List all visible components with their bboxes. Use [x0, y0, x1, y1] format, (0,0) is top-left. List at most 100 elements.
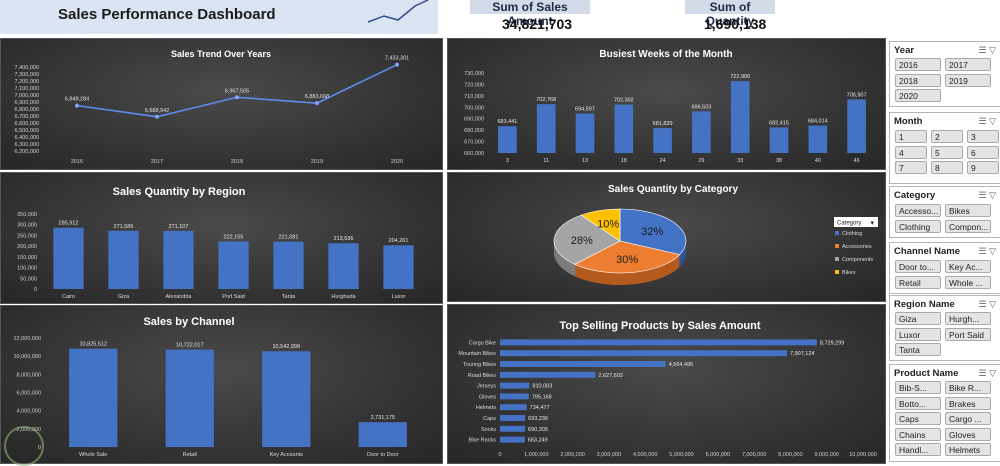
slicer-item[interactable]: Luxor — [895, 327, 941, 341]
data-label: 694,597 — [575, 106, 595, 112]
x-tick-label: 7,000,000 — [742, 452, 766, 458]
y-tick-label: 6,200,000 — [15, 149, 39, 155]
chart-title: Sales Quantity by Region — [113, 186, 246, 198]
y-tick-label: Touring Bikes — [463, 362, 496, 368]
bar — [500, 425, 526, 432]
y-tick-label: 660,000 — [464, 151, 484, 157]
slicer-item[interactable]: 6 — [967, 145, 999, 159]
slicer-item[interactable]: Hurgh... — [945, 312, 991, 325]
data-label: 6,967,505 — [225, 88, 249, 94]
slicer-item[interactable]: Giza — [895, 312, 941, 325]
x-tick-label: Tanta — [282, 294, 296, 300]
slicer-item[interactable]: Botto... — [895, 396, 941, 410]
slicer-item[interactable]: 2016 — [895, 58, 941, 71]
x-tick-label: 3 — [506, 158, 509, 164]
data-label: 684,014 — [808, 119, 828, 125]
slicer-item[interactable]: Helmets — [945, 443, 991, 456]
sparkline-icon — [367, 0, 429, 23]
chart-title: Top Selling Products by Sales Amount — [559, 320, 760, 332]
multiselect-icon[interactable]: ☰ ▽ — [978, 368, 997, 378]
x-tick-label: Key Accounts — [270, 452, 304, 458]
category-quantity-chart[interactable]: Sales Quantity by Category 32% 30% 28% 10% Ca… — [447, 172, 886, 302]
data-label: 682,415 — [769, 120, 789, 126]
slicer-item[interactable]: Whole ... — [945, 275, 991, 289]
legend-entry: Components — [842, 257, 873, 263]
slicer-item[interactable]: Bikes — [945, 204, 991, 217]
region-quantity-chart[interactable]: Sales Quantity by Region 0 50,000 100,000 15… — [0, 172, 443, 304]
x-tick-label: 2017 — [151, 159, 163, 165]
slicer-item[interactable]: 1 — [895, 130, 927, 143]
bar — [273, 241, 304, 289]
sales-trend-chart[interactable]: Sales Trend Over Years 6,200,000 6,300,000… — [0, 38, 443, 170]
slicer-item[interactable]: 2017 — [945, 58, 991, 71]
y-tick-label: 730,000 — [464, 71, 484, 77]
slicer-item[interactable]: Gloves — [945, 427, 991, 441]
x-tick-label: Port Said — [222, 294, 245, 300]
x-tick-label: Retail — [183, 452, 197, 458]
y-tick-label: 690,000 — [464, 117, 484, 123]
data-point — [395, 62, 399, 67]
x-tick-label: 2019 — [311, 159, 323, 165]
multiselect-icon[interactable]: ☰ ▽ — [978, 45, 997, 55]
data-label: 2,627,603 — [598, 373, 622, 379]
slicer-item[interactable]: Port Said — [945, 327, 991, 341]
kpi-sales-value: 34,821,703 — [502, 16, 573, 32]
slicer-item[interactable]: 2018 — [895, 73, 941, 87]
bar — [500, 339, 817, 346]
slicer-item[interactable]: Compon... — [945, 219, 991, 233]
slicer-item[interactable]: Brakes — [945, 396, 991, 410]
slicer-item[interactable]: Door to... — [895, 260, 941, 273]
slicer-item[interactable]: Cargo ... — [945, 412, 991, 425]
x-tick-label: 18 — [621, 158, 627, 164]
slicer-item[interactable]: 2020 — [895, 89, 941, 102]
kpi-quantity-label: Sum of Quantity — [685, 0, 775, 28]
top-products-chart[interactable]: Top Selling Products by Sales Amount 8,72… — [447, 304, 886, 464]
chart-svg: Sales Quantity by Category 32% 30% 28% 10% Ca… — [553, 184, 878, 285]
slicer-item[interactable]: 9 — [967, 161, 999, 174]
slicer-item[interactable]: Clothing — [895, 219, 941, 233]
y-tick-label: 50,000 — [20, 276, 37, 282]
pie-slice — [553, 214, 621, 265]
data-point — [75, 103, 79, 108]
slicer-item[interactable]: Caps — [895, 412, 941, 425]
bar — [808, 125, 828, 153]
bar — [165, 349, 214, 447]
slicer-item[interactable]: Bike R... — [945, 381, 991, 394]
bar — [500, 415, 526, 421]
data-label: 271,107 — [169, 224, 189, 230]
multiselect-icon[interactable]: ☰ ▽ — [978, 246, 997, 256]
slicer-item[interactable]: Key Ac... — [945, 260, 991, 273]
slicer-item[interactable]: Handl... — [895, 443, 941, 456]
slicer-item[interactable]: Accesso... — [895, 204, 941, 217]
slicer-item[interactable]: 4 — [895, 145, 927, 159]
busiest-weeks-chart[interactable]: Busiest Weeks of the Month 660,000 670,000… — [447, 38, 886, 170]
x-tick-label: 33 — [737, 158, 743, 164]
slicer-item[interactable]: 2019 — [945, 73, 991, 87]
slicer-item[interactable]: 3 — [967, 130, 999, 143]
slicer-item[interactable]: 2 — [931, 130, 963, 143]
x-tick-label: Hurghada — [331, 294, 356, 300]
slicer-item[interactable]: Tanta — [895, 343, 941, 356]
multiselect-icon[interactable]: ☰ ▽ — [978, 299, 997, 309]
slicer-item[interactable]: Chains — [895, 427, 941, 441]
pie-slice — [574, 240, 681, 274]
x-tick-label: 29 — [698, 158, 704, 164]
chart-svg: Sales Quantity by Region 0 50,000 100,000 15… — [17, 186, 414, 300]
slicer-item[interactable]: 5 — [931, 145, 963, 159]
slicer-item[interactable]: 7 — [895, 161, 927, 174]
y-tick-label: 6,000,000 — [17, 391, 41, 397]
slicer-item[interactable]: Retail — [895, 275, 941, 289]
pie-slice — [580, 208, 621, 242]
slicer-item[interactable]: 8 — [931, 161, 963, 174]
x-tick-label: Alexandria — [166, 294, 193, 300]
multiselect-icon[interactable]: ☰ ▽ — [978, 116, 997, 126]
multiselect-icon[interactable]: ☰ ▽ — [978, 190, 997, 200]
chart-title: Sales by Channel — [143, 316, 234, 328]
slicer-item[interactable]: Bib-S... — [895, 381, 941, 394]
y-tick-label: Road Bikes — [468, 373, 496, 379]
bar — [53, 227, 84, 289]
bar — [500, 350, 788, 357]
x-tick-label: 2018 — [231, 159, 243, 165]
sales-by-channel-chart[interactable]: Sales by Channel 0 2,000,000 4,000,000 6,000… — [0, 305, 443, 464]
bar — [108, 230, 139, 289]
